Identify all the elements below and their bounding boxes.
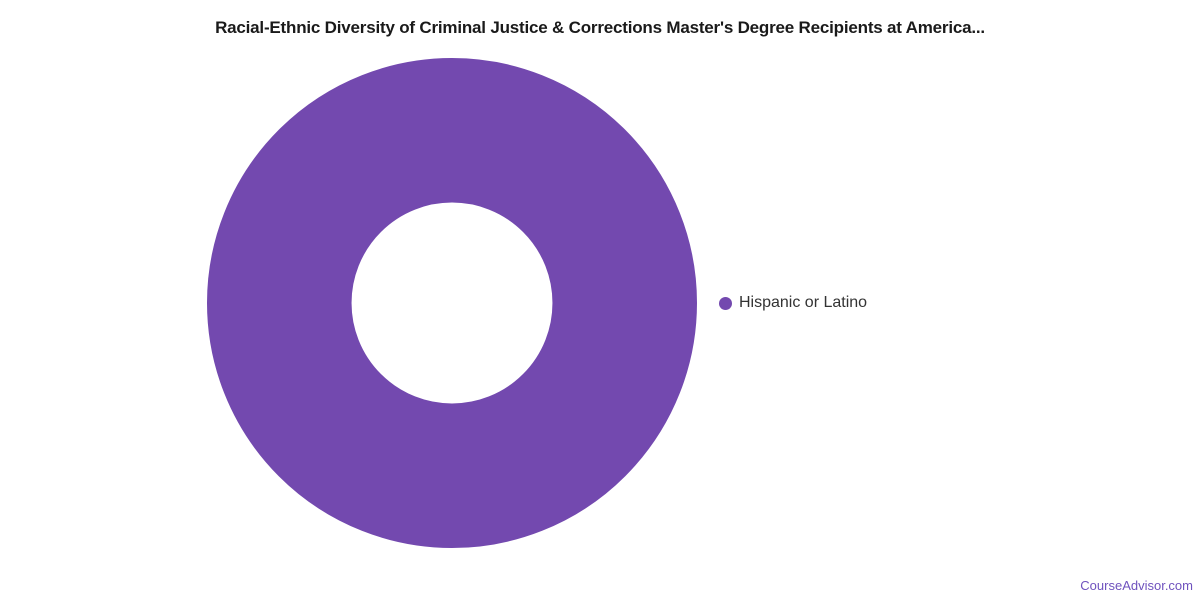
watermark-link[interactable]: CourseAdvisor.com [1080,578,1193,593]
legend-label: Hispanic or Latino [739,294,868,311]
donut-slice-0[interactable] [206,57,698,549]
legend-item[interactable]: Hispanic or Latino [719,292,867,314]
legend-marker-icon [719,296,732,310]
donut-series[interactable] [206,57,698,549]
chart-title: Racial-Ethnic Diversity of Criminal Just… [215,18,985,37]
